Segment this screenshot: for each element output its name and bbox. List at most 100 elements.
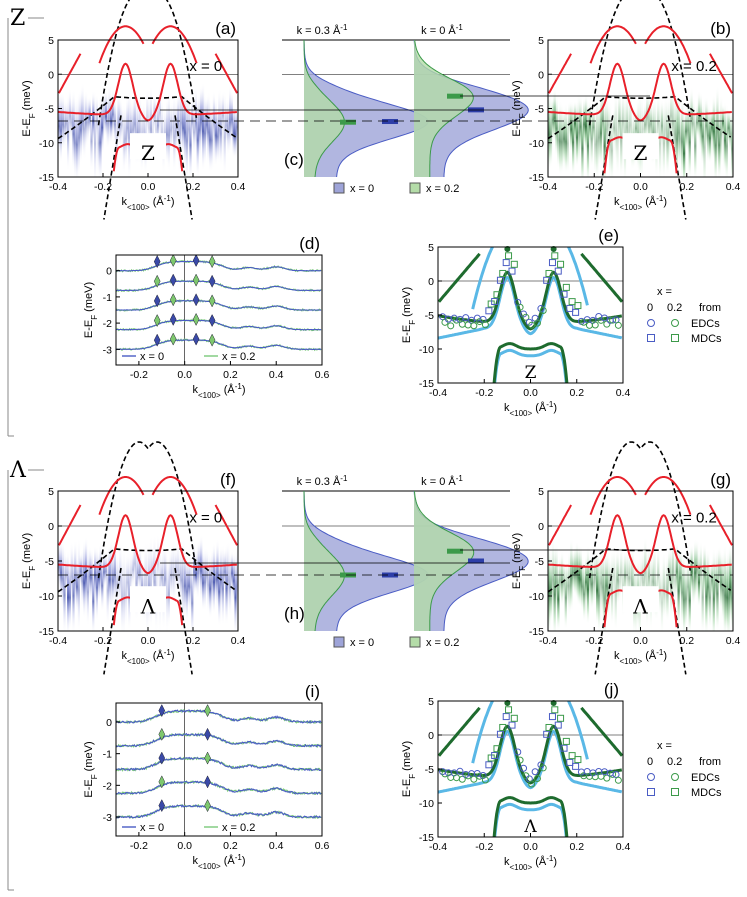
y-label-main: E-E <box>401 325 413 343</box>
mdc-point-x02 <box>563 738 569 744</box>
x-axis-label: k<100> (Å-1) <box>614 648 667 666</box>
y-tick-label: -10 <box>39 591 54 603</box>
panel-d: -0.2 0.0 0.2 0.4 0.60-1-2-3E-EF (meV)k<100> … <box>83 234 329 400</box>
edc-title-sup: -1 <box>456 474 464 483</box>
zone-label: Z <box>634 141 648 165</box>
y-label-unit: (meV) <box>401 741 413 774</box>
legend-label-x02: x = 0.2 <box>222 351 255 363</box>
mdc-point-x02 <box>558 715 564 721</box>
x-tick-label: -0.2 <box>585 181 603 193</box>
mdc-point-x02 <box>569 753 575 759</box>
legend-label-x02: x = 0.2 <box>426 637 459 649</box>
y-axis-label: E-EF (meV) <box>83 282 99 338</box>
x-axis-label: k<100> (Å-1) <box>504 400 557 418</box>
y-tick-label: 0 <box>538 521 544 533</box>
mdc-peak-diamond <box>205 752 211 764</box>
y-tick-label: -10 <box>529 591 544 603</box>
y-label-main: E-E <box>83 779 95 797</box>
x-tick-label: 0.4 <box>269 369 284 381</box>
y-tick-label: -5 <box>45 104 54 116</box>
legend-mdc-x02 <box>672 789 679 796</box>
x-label-unit: (Å <box>532 401 547 414</box>
x-tick-label: 0.2 <box>569 387 584 399</box>
x-label-sub: <100> <box>509 863 532 872</box>
red-band-edge-left <box>549 54 571 93</box>
edc-point-x02 <box>442 319 448 325</box>
x-tick-label: 0.2 <box>186 181 201 193</box>
x-label-sub: <100> <box>127 203 150 212</box>
edc-title-0: k = 0.3 Å-1 <box>297 23 348 38</box>
red-band-edge-left <box>549 505 571 545</box>
peak-marker <box>340 120 356 125</box>
y-tick-label: -5 <box>45 556 54 568</box>
legend-row-mdc: MDCs <box>691 333 722 345</box>
legend-swatch-x0 <box>334 637 344 647</box>
edc-title-sup: -1 <box>340 474 348 483</box>
peak-marker <box>447 549 463 554</box>
x-label-close: ) <box>171 196 175 208</box>
y-tick-label: -10 <box>39 138 54 150</box>
y-tick-label: -5 <box>535 104 544 116</box>
mdc-point-x0 <box>573 309 579 315</box>
mdc-point-x0 <box>503 260 509 266</box>
x-tick-label: 0.2 <box>679 635 694 647</box>
x-tick-label: 0.0 <box>141 635 156 647</box>
mdc-curve-blue <box>116 301 321 311</box>
x-axis-label: k<100> (Å-1) <box>121 194 174 212</box>
red-band-top-left <box>591 477 636 515</box>
legend-col-1: 0.2 <box>667 302 682 314</box>
edc-title-sup: -1 <box>340 23 348 32</box>
x-tick-label: 0.2 <box>569 841 584 853</box>
x-tick-label: 0.0 <box>177 369 192 381</box>
mdc-peak-diamond <box>209 256 215 268</box>
y-tick-label: 0 <box>428 276 434 288</box>
mdc-point-x02 <box>575 303 581 309</box>
y-tick-label: -15 <box>529 172 544 184</box>
x-axis-label: k<100> (Å-1) <box>504 854 557 872</box>
x-tick-label: 0.2 <box>679 181 694 193</box>
y-tick-label: -15 <box>39 172 54 184</box>
edc-title-main: k = 0 Å <box>421 24 456 37</box>
legend-row-edc: EDCs <box>691 772 720 784</box>
mdc-peak-diamond <box>170 255 176 267</box>
mdc-point-x02 <box>511 715 517 721</box>
mdc-point-x02 <box>558 261 564 267</box>
x-tick-label: 0.4 <box>616 841 631 853</box>
x-tick-label: 0.4 <box>231 181 246 193</box>
legend-title: x = <box>657 286 672 298</box>
x-tick-label: -0.2 <box>475 841 493 853</box>
y-axis-label: E-EF (meV) <box>21 80 37 136</box>
composition-label: x = 0.2 <box>671 58 716 75</box>
x-tick-label: -0.2 <box>475 387 493 399</box>
figure-canvas: Z Λ Zx = 0(a)-0.4 -0.2 0.0 0.2 0.450-5-10-15… <box>0 0 747 897</box>
x-tick-label: 0.4 <box>726 181 741 193</box>
composition-label: x = 0.2 <box>671 510 716 527</box>
legend-swatch-x02 <box>410 183 420 193</box>
y-tick-label: 5 <box>428 242 434 254</box>
edc-point-x02 <box>615 777 621 783</box>
edc-title-0: k = 0.3 Å-1 <box>297 474 348 489</box>
green-band-edge-left <box>439 708 480 756</box>
x-tick-label: 0.4 <box>269 840 284 852</box>
mdc-point-x0 <box>573 763 579 769</box>
edc-title-sup: -1 <box>456 23 464 32</box>
legend-label-x02: x = 0.2 <box>426 183 459 195</box>
mdc-point-x0 <box>486 308 492 314</box>
y-axis-label: E-EF (meV) <box>401 741 417 797</box>
panels-layer: Zx = 0(a)-0.4 -0.2 0.0 0.2 0.450-5-10-15E-EF… <box>21 0 740 872</box>
mdc-peak-diamond <box>205 776 211 788</box>
y-label-unit: (meV) <box>401 287 413 320</box>
y-tick-label: -5 <box>425 764 434 776</box>
green-band-edge-left <box>439 254 480 302</box>
x-axis-label: k<100> (Å-1) <box>614 194 667 212</box>
edc-point-x02 <box>454 775 460 781</box>
mdc-peak-diamond <box>170 274 176 286</box>
edc-point-x02 <box>471 323 477 329</box>
mdc-peak-diamond <box>193 294 199 306</box>
x-tick-label: 0.4 <box>726 635 741 647</box>
peak-marker <box>382 119 398 124</box>
mdc-peak-diamond <box>193 333 199 345</box>
legend-col-2: from <box>699 756 721 768</box>
x-tick-label: 0.4 <box>231 635 246 647</box>
red-band-edge-left <box>59 54 81 93</box>
